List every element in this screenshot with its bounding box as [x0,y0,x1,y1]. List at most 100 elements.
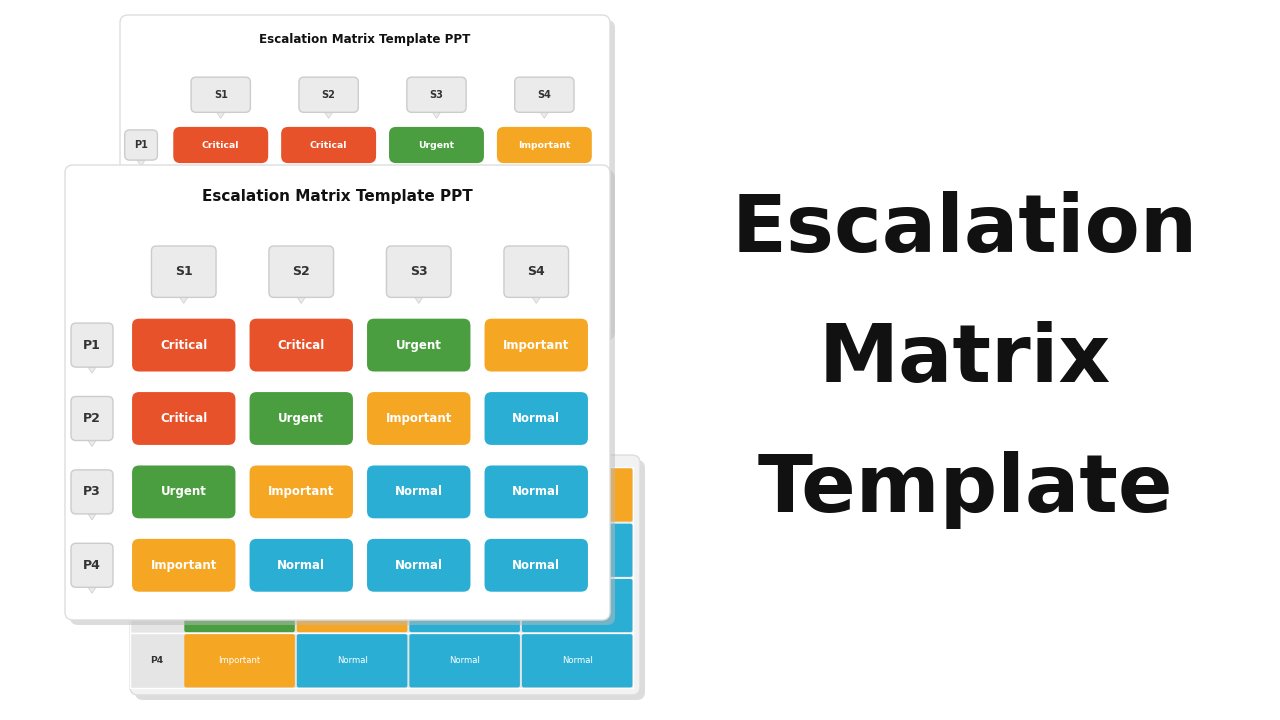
Polygon shape [433,112,440,118]
Text: P4: P4 [150,657,164,665]
FancyBboxPatch shape [132,319,236,372]
Text: Urgent: Urgent [278,412,324,425]
Text: Important: Important [302,241,355,250]
FancyBboxPatch shape [297,634,407,688]
FancyBboxPatch shape [389,228,484,264]
FancyBboxPatch shape [497,228,591,264]
FancyBboxPatch shape [124,180,157,210]
FancyBboxPatch shape [282,278,376,314]
FancyBboxPatch shape [504,246,568,297]
Text: Important: Important [151,559,216,572]
FancyBboxPatch shape [173,228,269,264]
Polygon shape [137,311,145,317]
Text: Critical: Critical [160,412,207,425]
FancyBboxPatch shape [65,165,611,620]
FancyBboxPatch shape [132,465,236,518]
Text: P2: P2 [83,412,101,425]
Text: Critical: Critical [224,490,255,500]
FancyBboxPatch shape [184,579,294,632]
Text: Normal: Normal [310,292,348,300]
Polygon shape [415,297,422,303]
Text: S1: S1 [214,90,228,100]
FancyBboxPatch shape [250,539,353,592]
Text: Normal: Normal [512,559,561,572]
Text: S4: S4 [527,265,545,278]
FancyBboxPatch shape [522,634,632,688]
Text: Important: Important [385,412,452,425]
FancyBboxPatch shape [184,523,294,577]
Text: Escalation: Escalation [732,191,1198,269]
Polygon shape [532,297,540,303]
Text: Urgent: Urgent [225,601,255,610]
Text: Critical: Critical [337,490,367,500]
FancyBboxPatch shape [191,77,251,112]
FancyBboxPatch shape [497,127,591,163]
FancyBboxPatch shape [497,177,591,213]
Polygon shape [540,112,548,118]
Text: Normal: Normal [525,292,563,300]
Text: Important: Important [195,292,247,300]
FancyBboxPatch shape [485,465,588,518]
Text: Normal: Normal [562,601,593,610]
FancyBboxPatch shape [387,246,451,297]
Text: Important: Important [268,485,334,498]
Text: Normal: Normal [417,292,456,300]
Polygon shape [137,261,145,266]
FancyBboxPatch shape [367,465,471,518]
Text: Normal: Normal [449,657,480,665]
FancyBboxPatch shape [70,170,614,625]
FancyBboxPatch shape [522,523,632,577]
FancyBboxPatch shape [522,579,632,632]
FancyBboxPatch shape [184,468,294,521]
Polygon shape [88,514,96,520]
Polygon shape [325,112,333,118]
Text: Urgent: Urgent [311,191,347,199]
Text: Matrix: Matrix [819,321,1111,399]
Text: Normal: Normal [337,657,367,665]
Polygon shape [216,112,225,118]
FancyBboxPatch shape [485,392,588,445]
FancyBboxPatch shape [410,523,520,577]
Text: P3: P3 [150,601,164,610]
Bar [131,523,634,578]
FancyBboxPatch shape [282,228,376,264]
FancyBboxPatch shape [70,470,113,514]
FancyBboxPatch shape [485,319,588,372]
FancyBboxPatch shape [173,278,269,314]
FancyBboxPatch shape [367,392,471,445]
FancyBboxPatch shape [410,468,520,521]
FancyBboxPatch shape [522,468,632,521]
Text: Critical: Critical [202,140,239,150]
Text: P3: P3 [134,240,148,251]
FancyBboxPatch shape [132,392,236,445]
FancyBboxPatch shape [134,460,645,700]
FancyBboxPatch shape [297,523,407,577]
Bar [131,467,634,523]
Text: P1: P1 [134,140,148,150]
Text: Important: Important [219,657,261,665]
FancyBboxPatch shape [367,539,471,592]
FancyBboxPatch shape [250,392,353,445]
Text: Normal: Normal [278,559,325,572]
FancyBboxPatch shape [125,20,614,340]
Text: Normal: Normal [449,601,480,610]
Text: Normal: Normal [512,485,561,498]
FancyBboxPatch shape [389,177,484,213]
FancyBboxPatch shape [250,319,353,372]
FancyBboxPatch shape [282,127,376,163]
FancyBboxPatch shape [389,127,484,163]
Text: Template: Template [758,451,1172,529]
Bar [131,578,634,633]
FancyBboxPatch shape [269,246,334,297]
Text: Normal: Normal [394,559,443,572]
FancyBboxPatch shape [124,130,157,160]
Text: Normal: Normal [525,191,563,199]
Polygon shape [297,297,305,303]
Text: P2: P2 [150,546,164,554]
FancyBboxPatch shape [120,15,611,335]
FancyBboxPatch shape [407,77,466,112]
Polygon shape [88,588,96,593]
Text: P2: P2 [134,190,148,200]
Text: Critical: Critical [160,338,207,351]
Text: Urgent: Urgent [451,490,479,500]
